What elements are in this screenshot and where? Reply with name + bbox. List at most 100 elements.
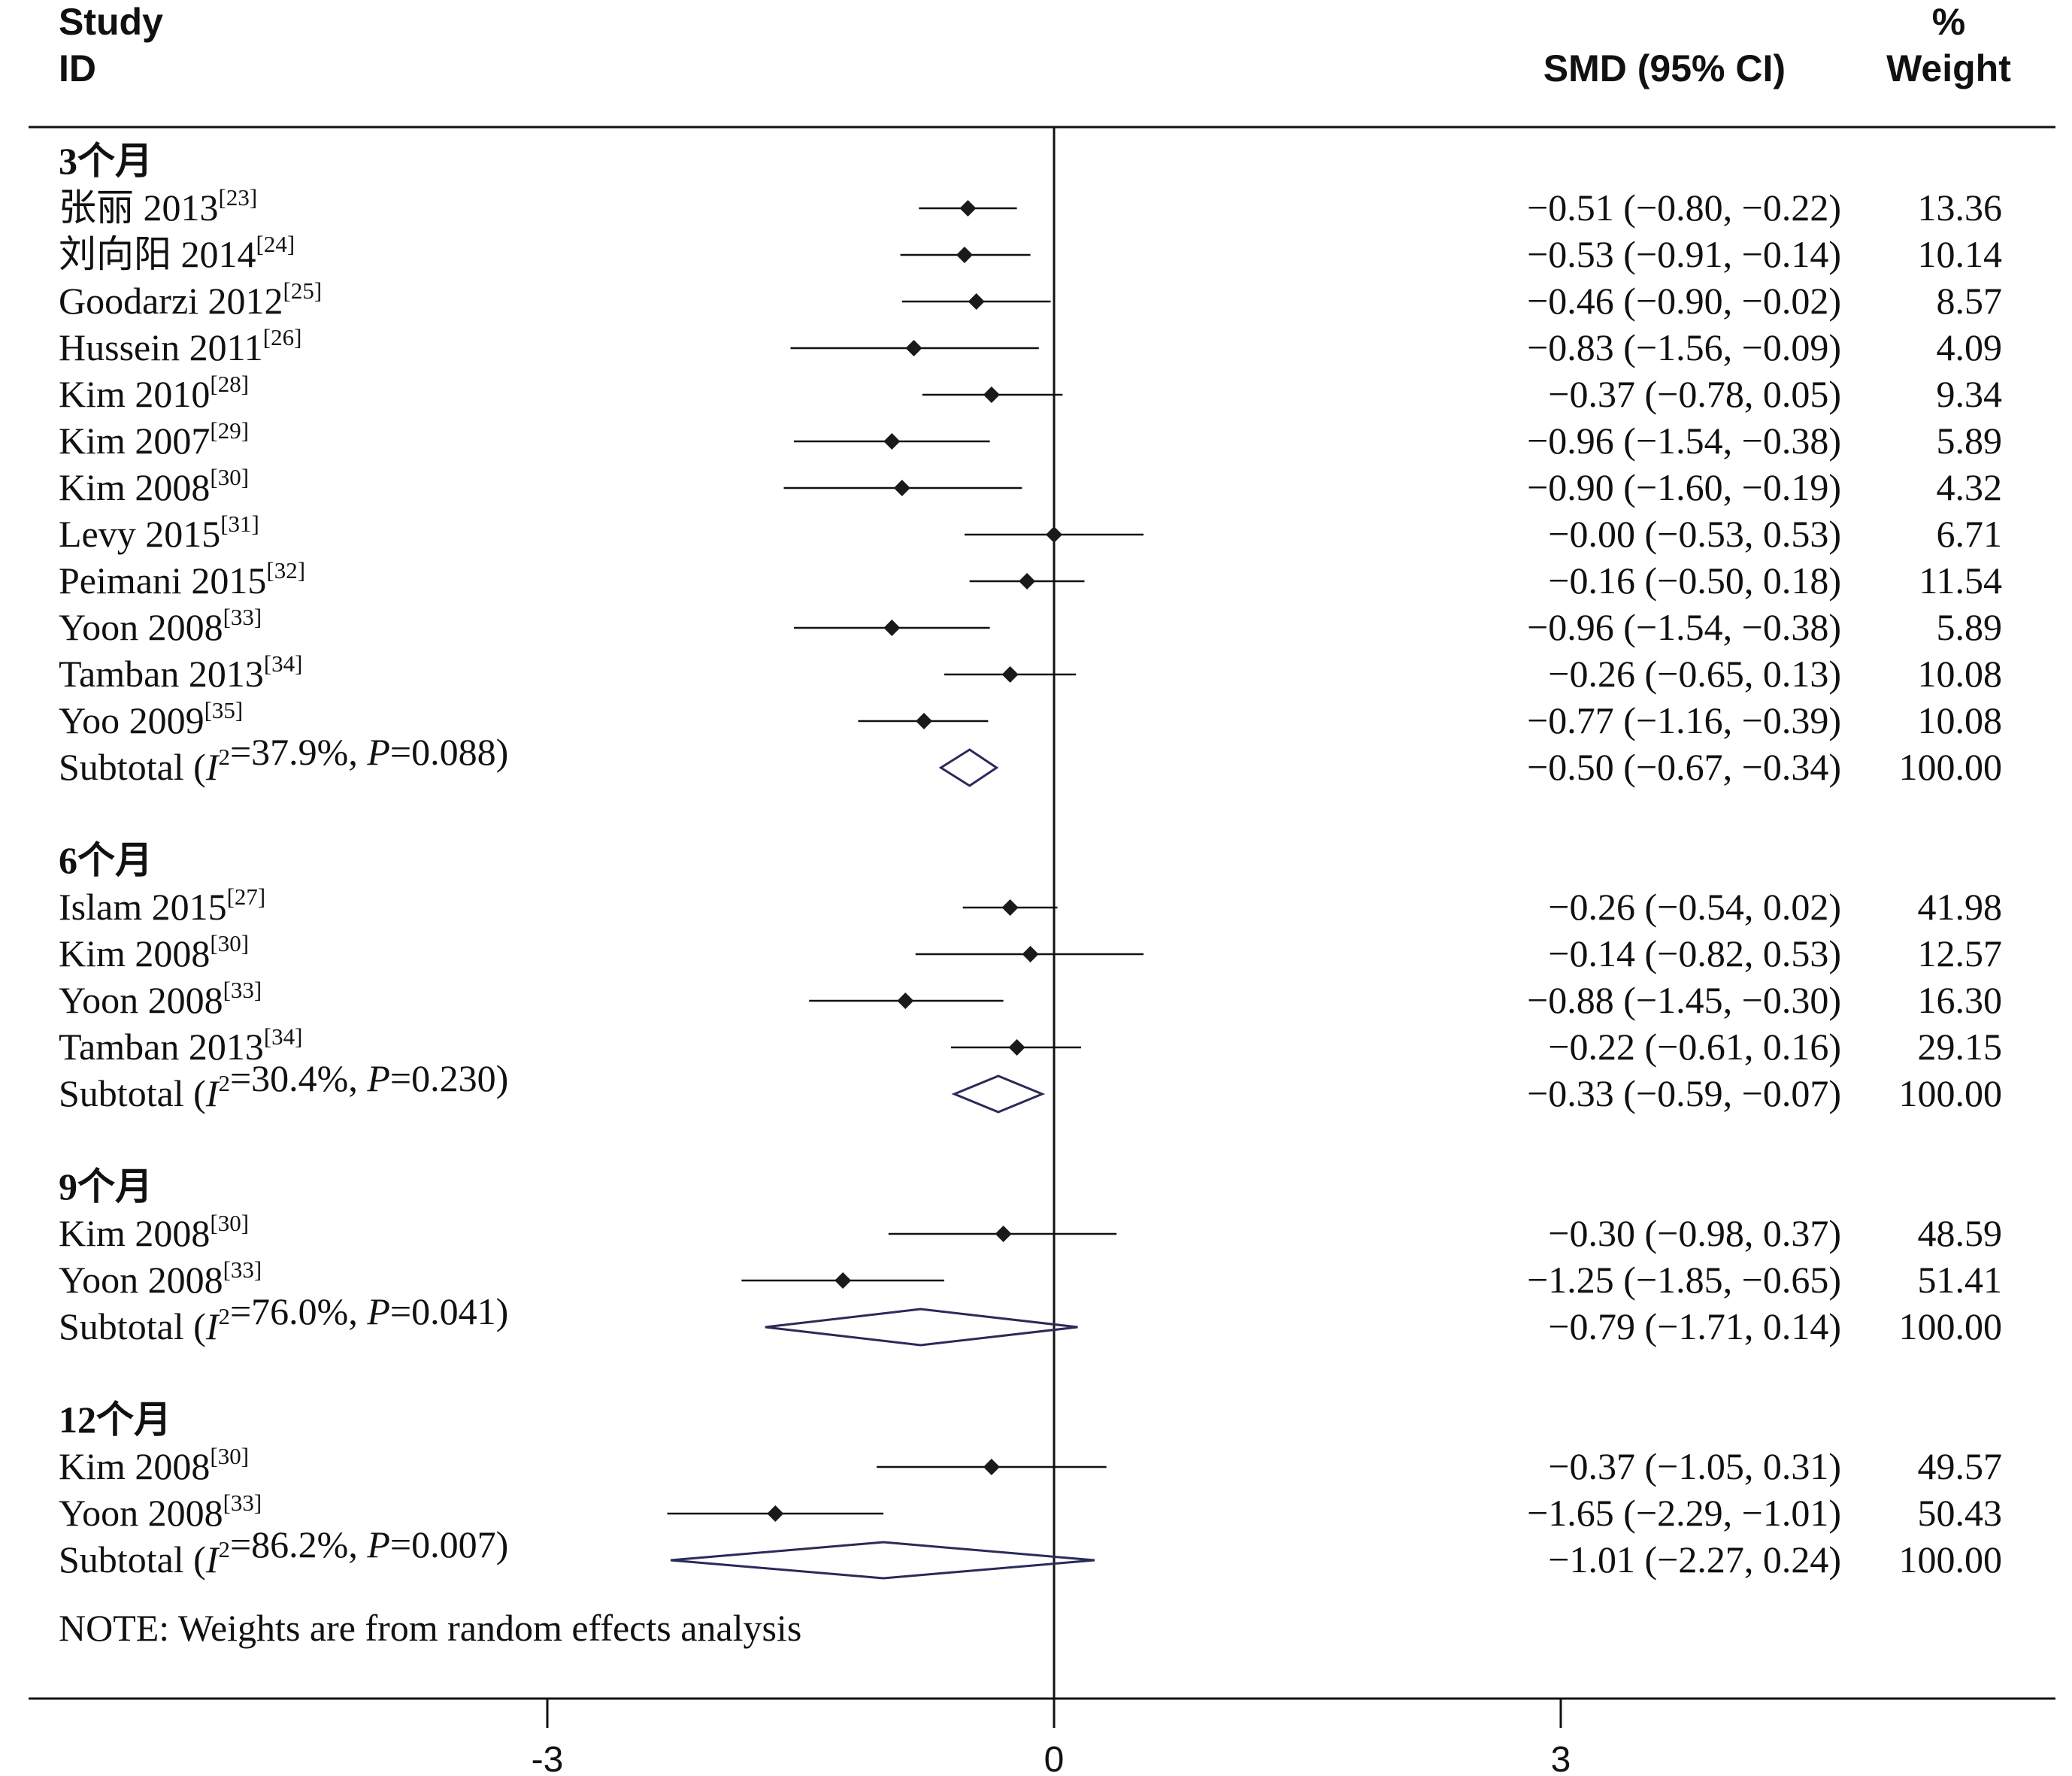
study-label: Levy 2015[31] [59, 511, 259, 555]
study-label: Yoon 2008[33] [59, 977, 262, 1021]
point-estimate-marker [983, 386, 1000, 403]
point-estimate-marker [835, 1272, 852, 1289]
point-estimate-marker [1046, 526, 1062, 543]
x-tick-label: 3 [1551, 1740, 1571, 1776]
weight-value: 12.57 [1918, 932, 2003, 974]
study-label: Kim 2007[29] [59, 417, 249, 462]
ci-value: −0.26 (−0.65, 0.13) [1548, 653, 1841, 695]
study-label: Yoon 2008[33] [59, 604, 262, 648]
weight-value: 5.89 [1937, 606, 2003, 648]
ci-value: −1.25 (−1.85, −0.65) [1527, 1259, 1841, 1301]
weight-value: 16.30 [1918, 979, 2003, 1021]
ci-value: −0.37 (−1.05, 0.31) [1548, 1445, 1841, 1487]
weight-value: 13.36 [1918, 186, 2003, 229]
study-label: Islam 2015[27] [59, 883, 265, 928]
point-estimate-marker [916, 713, 933, 729]
weight-value: 4.32 [1937, 466, 2003, 508]
ci-value: −0.37 (−0.78, 0.05) [1548, 373, 1841, 415]
subtotal-label: Subtotal (I2=30.4%, P=0.230) [59, 1057, 508, 1114]
ci-value: −0.00 (−0.53, 0.53) [1548, 513, 1841, 555]
weight-value: 50.43 [1918, 1492, 2003, 1534]
weight-value: 9.34 [1937, 373, 2003, 415]
study-label: Kim 2008[30] [59, 1210, 249, 1254]
ci-value: −1.65 (−2.29, −1.01) [1527, 1492, 1841, 1534]
ci-value: −0.83 (−1.56, −0.09) [1527, 326, 1841, 368]
weight-value: 48.59 [1918, 1212, 2003, 1254]
point-estimate-marker [893, 480, 910, 496]
study-label: Kim 2008[30] [59, 1443, 249, 1487]
note-text: NOTE: Weights are from random effects an… [59, 1607, 801, 1649]
subtotal-weight-value: 100.00 [1899, 746, 2003, 788]
ci-value: −0.96 (−1.54, −0.38) [1527, 606, 1841, 648]
point-estimate-marker [995, 1226, 1012, 1242]
ci-value: −0.96 (−1.54, −0.38) [1527, 420, 1841, 462]
study-label: Hussein 2011[26] [59, 324, 301, 368]
point-estimate-marker [767, 1505, 784, 1522]
point-estimate-marker [956, 247, 973, 263]
point-estimate-marker [883, 433, 901, 450]
study-label: Yoon 2008[33] [59, 1256, 262, 1301]
subtotal-diamond [765, 1308, 1078, 1347]
point-estimate-marker [883, 620, 901, 636]
weight-value: 5.89 [1937, 420, 2003, 462]
group-label: 12个月 [59, 1399, 171, 1441]
point-estimate-marker [905, 340, 922, 356]
subtotal-ci-value: −0.33 (−0.59, −0.07) [1527, 1072, 1841, 1114]
ci-value: −0.53 (−0.91, −0.14) [1527, 233, 1841, 275]
subtotal-label: Subtotal (I2=76.0%, P=0.041) [59, 1290, 508, 1347]
ci-value: −0.16 (−0.50, 0.18) [1548, 559, 1841, 602]
study-label: Tamban 2013[34] [59, 650, 302, 695]
header-effect: SMD (95% CI) [1543, 47, 1786, 89]
subtotal-weight-value: 100.00 [1899, 1305, 2003, 1347]
ci-value: −0.46 (−0.90, −0.02) [1527, 280, 1841, 322]
ci-value: −0.30 (−0.98, 0.37) [1548, 1212, 1841, 1254]
subtotal-diamond [938, 748, 999, 787]
weight-value: 10.14 [1918, 233, 2003, 275]
subtotal-diamond [951, 1074, 1046, 1114]
ci-value: −0.77 (−1.16, −0.39) [1527, 699, 1841, 741]
weight-value: 6.71 [1937, 513, 2003, 555]
point-estimate-marker [1022, 946, 1039, 962]
point-estimate-marker [968, 293, 985, 310]
study-label: Tamban 2013[34] [59, 1023, 302, 1068]
subtotal-diamond [670, 1541, 1095, 1580]
point-estimate-marker [1019, 573, 1036, 589]
group-label: 3个月 [59, 140, 153, 182]
header-weight: Weight [1886, 47, 2011, 89]
subtotal-label: Subtotal (I2=86.2%, P=0.007) [59, 1523, 508, 1581]
study-label: Kim 2010[28] [59, 371, 249, 415]
ci-value: −0.26 (−0.54, 0.02) [1548, 886, 1841, 928]
x-tick-label: -3 [532, 1740, 564, 1776]
weight-value: 51.41 [1918, 1259, 2003, 1301]
study-label: 张丽 2013[23] [59, 184, 257, 229]
ci-value: −0.88 (−1.45, −0.30) [1527, 979, 1841, 1021]
ci-value: −0.51 (−0.80, −0.22) [1527, 186, 1841, 229]
header-weight-pct: % [1932, 1, 1965, 43]
study-label: Peimani 2015[32] [59, 557, 305, 602]
point-estimate-marker [1008, 1039, 1025, 1056]
study-label: Goodarzi 2012[25] [59, 277, 322, 322]
subtotal-label: Subtotal (I2=37.9%, P=0.088) [59, 731, 508, 788]
header-id: ID [59, 47, 96, 89]
subtotal-ci-value: −1.01 (−2.27, 0.24) [1548, 1538, 1841, 1581]
weight-value: 4.09 [1937, 326, 2003, 368]
point-estimate-marker [1001, 666, 1019, 683]
group-label: 9个月 [59, 1165, 153, 1208]
point-estimate-marker [1001, 899, 1019, 916]
subtotal-weight-value: 100.00 [1899, 1538, 2003, 1581]
subtotal-ci-value: −0.79 (−1.71, 0.14) [1548, 1305, 1841, 1347]
weight-value: 11.54 [1919, 559, 2002, 602]
subtotal-ci-value: −0.50 (−0.67, −0.34) [1527, 746, 1841, 788]
point-estimate-marker [897, 993, 914, 1009]
x-tick-label: 0 [1044, 1740, 1065, 1776]
weight-value: 10.08 [1918, 653, 2003, 695]
point-estimate-marker [983, 1459, 1000, 1475]
header-study: Study [59, 1, 163, 43]
subtotal-weight-value: 100.00 [1899, 1072, 2003, 1114]
study-label: Yoo 2009[35] [59, 697, 243, 741]
ci-value: −0.90 (−1.60, −0.19) [1527, 466, 1841, 508]
point-estimate-marker [959, 200, 977, 217]
ci-value: −0.14 (−0.82, 0.53) [1548, 932, 1841, 974]
